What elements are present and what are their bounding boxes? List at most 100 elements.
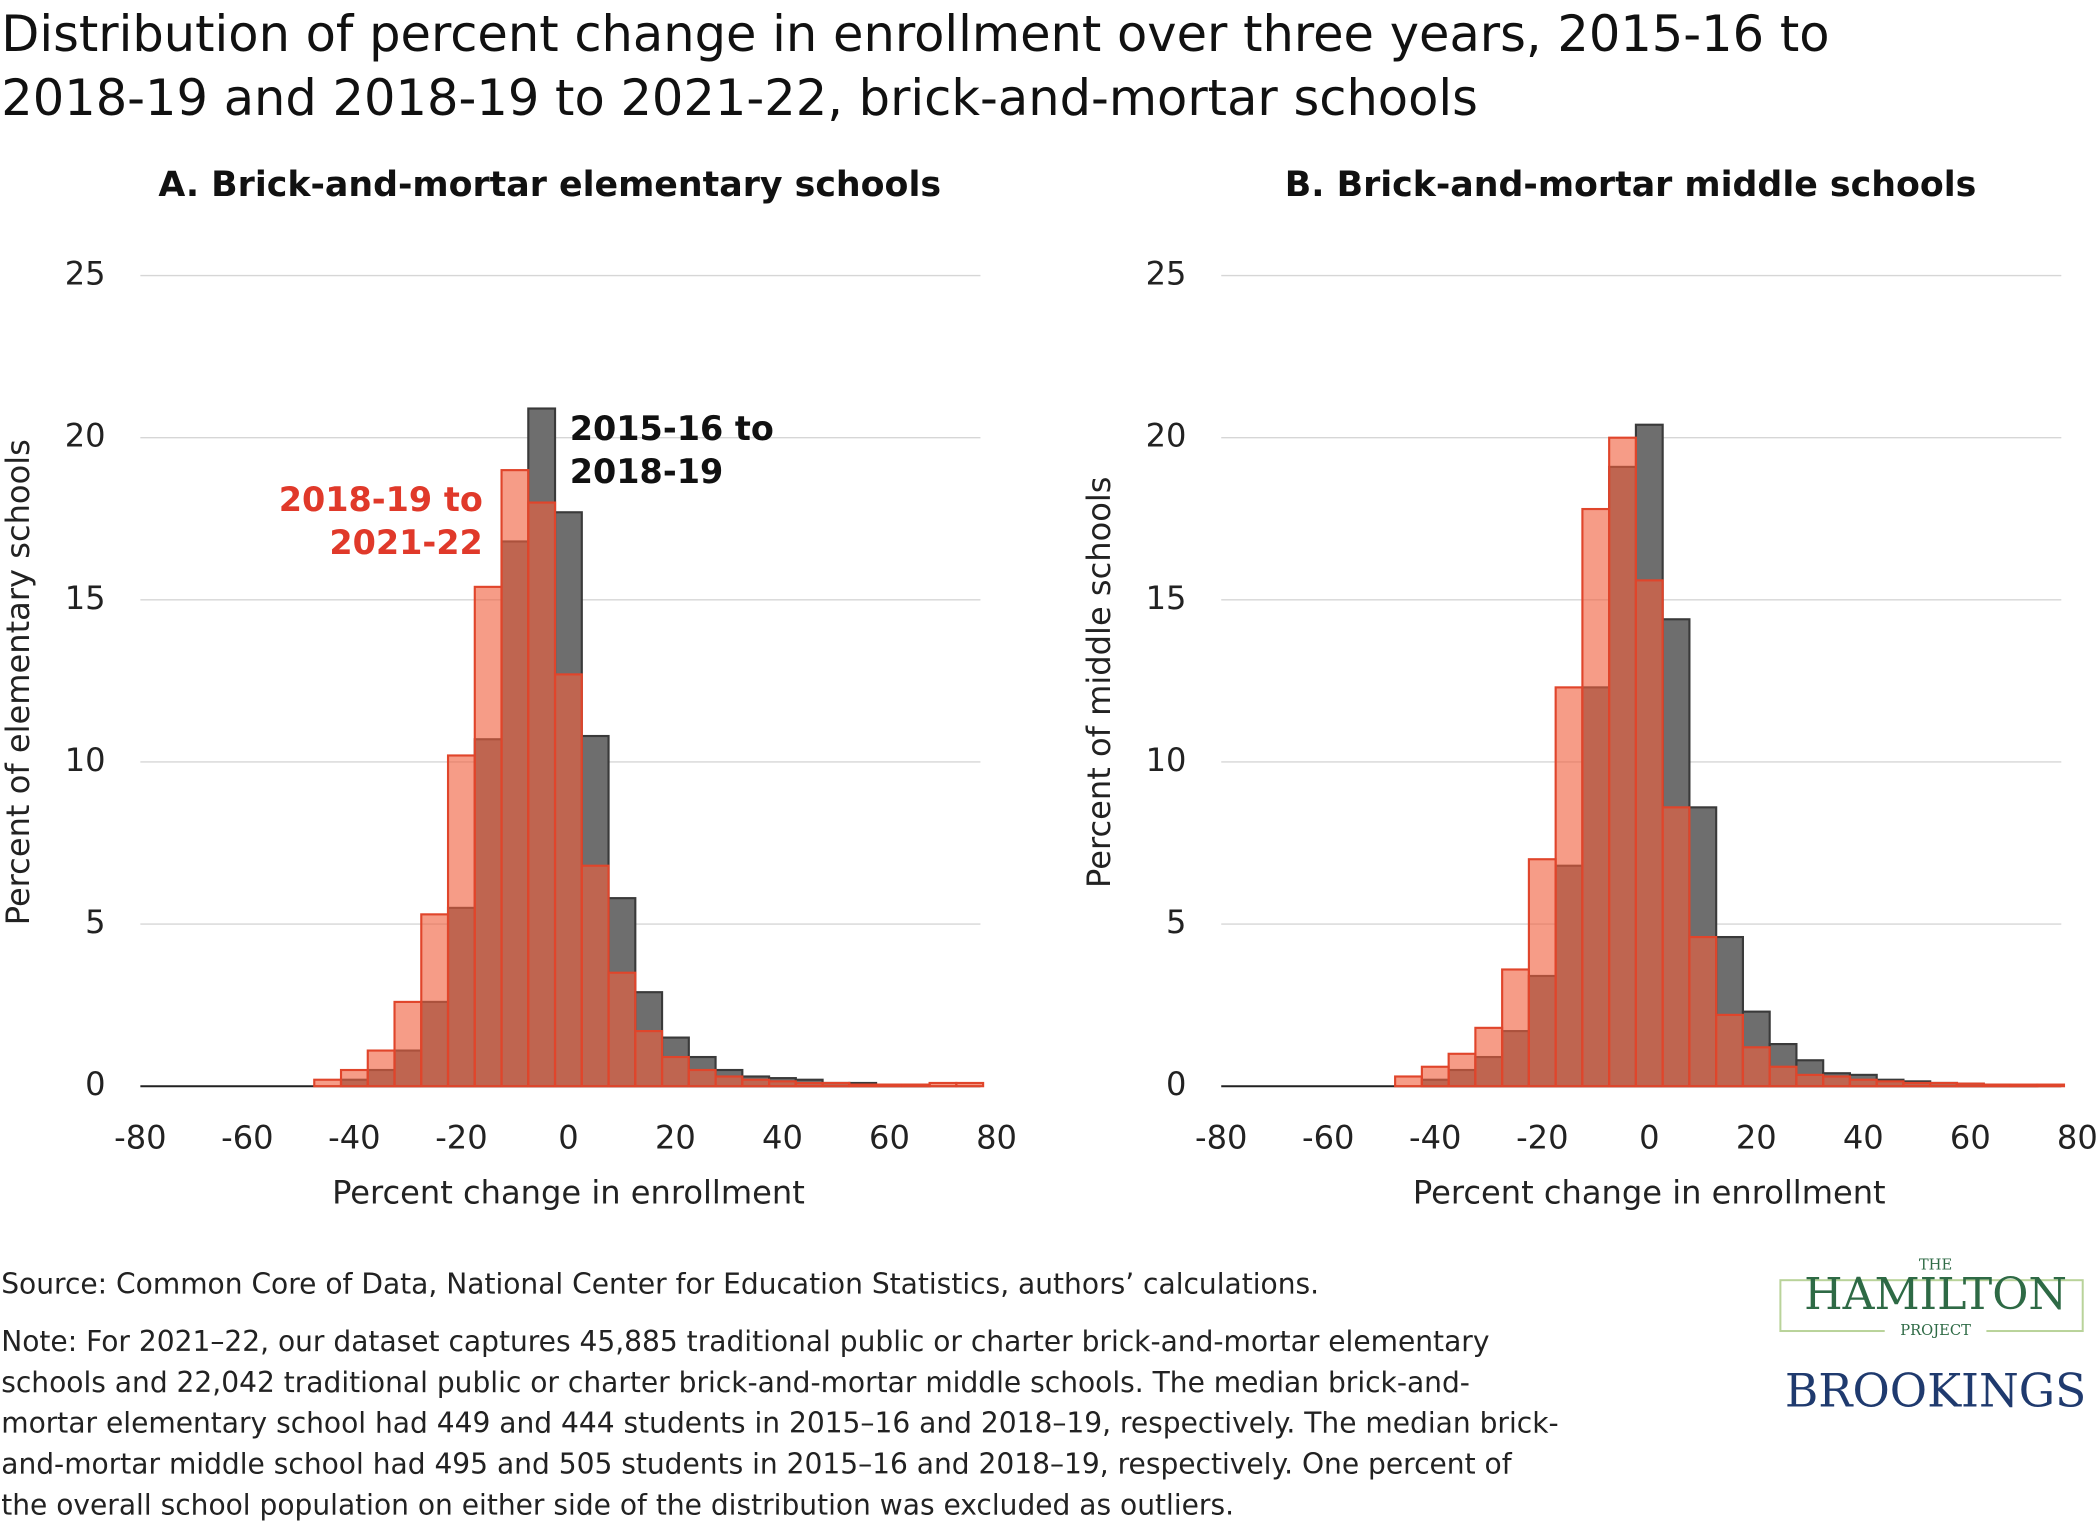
y-tick-label: 20 [1146, 417, 1187, 455]
bar [768, 1080, 797, 1088]
y-tick-label: 0 [1166, 1065, 1186, 1103]
bar [1929, 1081, 1959, 1088]
note-line: and-mortar middle school had 495 and 505… [1, 1447, 1512, 1480]
bar [1715, 1013, 1745, 1088]
logo-project: PROJECT [1900, 1322, 1971, 1339]
bar [1875, 1080, 1905, 1088]
bar [1474, 1026, 1504, 1088]
x-tick-label: 80 [976, 1119, 1017, 1157]
x-tick-label: 20 [1736, 1119, 1777, 1157]
bar [420, 913, 450, 1088]
x-tick-label: -60 [1302, 1119, 1354, 1157]
annotation: 2021-22 [329, 523, 482, 562]
title: Distribution of percent change in enroll… [1, 5, 1829, 63]
bar [1955, 1082, 1985, 1088]
y-tick-label: 0 [85, 1065, 105, 1103]
bar [473, 585, 503, 1088]
bar [339, 1068, 369, 1088]
bar [553, 673, 583, 1088]
bar [901, 1083, 931, 1088]
bar [1661, 806, 1691, 1088]
bar [1688, 935, 1718, 1088]
bar [1501, 968, 1530, 1088]
x-tick-label: 20 [655, 1119, 696, 1157]
bar [1608, 436, 1637, 1088]
bar [714, 1075, 744, 1088]
x-tick-label: -20 [1516, 1119, 1568, 1157]
bar [500, 469, 530, 1088]
note-line: mortar elementary school had 449 and 444… [1, 1407, 1558, 1440]
x-tick-label: 80 [2057, 1119, 2098, 1157]
y-tick-label: 10 [1146, 741, 1187, 779]
bar [848, 1083, 878, 1088]
x-tick-label: 40 [762, 1119, 803, 1157]
bar [1741, 1046, 1771, 1088]
x-tick-label: -80 [1195, 1119, 1247, 1157]
logo-gap [1884, 1318, 1987, 1341]
y-tick-label: 15 [1146, 579, 1187, 617]
bar [1795, 1073, 1825, 1088]
bar [741, 1078, 771, 1088]
bar [580, 864, 610, 1088]
logo-the: THE [1919, 1256, 1952, 1273]
y-tick-label: 25 [65, 255, 106, 293]
bar [660, 1055, 690, 1088]
x-tick-label: -80 [114, 1119, 166, 1157]
panel-title: B. Brick-and-mortar middle schools [1285, 165, 1977, 205]
x-tick-label: -40 [1409, 1119, 1461, 1157]
bar [2009, 1083, 2039, 1088]
x-tick-label: 40 [1843, 1119, 1884, 1157]
x-tick-label: -60 [221, 1119, 273, 1157]
bar [366, 1049, 396, 1088]
note-line: schools and 22,042 traditional public or… [1, 1366, 1470, 1399]
x-tick-label: 0 [558, 1119, 578, 1157]
bar [1527, 858, 1557, 1088]
bar [634, 1030, 664, 1088]
bar [1581, 507, 1611, 1088]
title: 2018-19 and 2018-19 to 2021-22, brick-an… [1, 69, 1478, 127]
y-axis-label: Percent of middle schools [1080, 476, 1118, 888]
bar [446, 754, 476, 1088]
x-tick-label: -20 [435, 1119, 487, 1157]
bar [1554, 686, 1584, 1088]
y-tick-label: 20 [65, 417, 106, 455]
logo-hamilton: HAMILTON [1804, 1269, 2067, 1320]
bar [1768, 1065, 1798, 1088]
bar [1902, 1081, 1932, 1088]
bar [687, 1068, 717, 1088]
bar [1420, 1065, 1450, 1088]
y-tick-label: 15 [65, 579, 106, 617]
bar [2036, 1083, 2066, 1088]
bar [1447, 1052, 1477, 1088]
bar [1982, 1083, 2012, 1088]
bar [875, 1083, 904, 1088]
bar [1822, 1075, 1852, 1088]
bar [527, 501, 557, 1088]
bar [607, 971, 637, 1088]
y-tick-label: 25 [1146, 255, 1187, 293]
source: Source: Common Core of Data, National Ce… [1, 1268, 1319, 1301]
annotation: 2018-19 to [279, 480, 483, 519]
annotation: 2015-16 to [570, 409, 774, 448]
x-tick-label: -40 [328, 1119, 380, 1157]
annotation: 2018-19 [570, 452, 723, 491]
x-axis-label: Percent change in enrollment [1413, 1174, 1886, 1212]
note-line: Note: For 2021–22, our dataset captures … [1, 1325, 1489, 1358]
bar [794, 1081, 824, 1088]
bar [1634, 579, 1664, 1088]
x-tick-label: 60 [1950, 1119, 1991, 1157]
x-tick-label: 0 [1639, 1119, 1659, 1157]
bar [393, 1000, 423, 1088]
bar [1394, 1075, 1423, 1088]
y-tick-label: 10 [65, 741, 106, 779]
bar [1848, 1078, 1878, 1088]
logo-brookings: BROOKINGS [1785, 1365, 2086, 1418]
y-tick-label: 5 [1166, 903, 1186, 941]
bar [928, 1081, 958, 1088]
x-tick-label: 60 [869, 1119, 910, 1157]
x-axis-label: Percent change in enrollment [332, 1174, 805, 1212]
bar [955, 1081, 985, 1088]
note-line: the overall school population on either … [1, 1488, 1234, 1521]
